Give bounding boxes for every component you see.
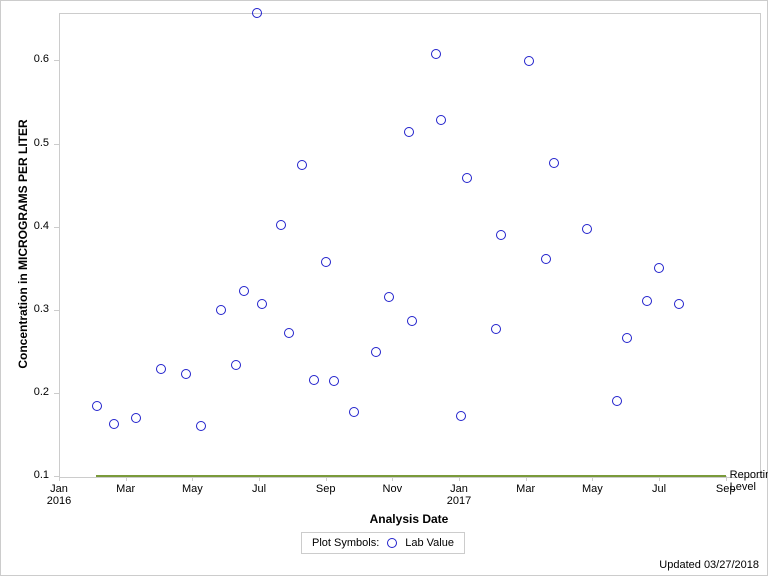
data-point <box>654 263 664 273</box>
chart-container: Concentration in MICROGRAMS PER LITER An… <box>0 0 768 576</box>
data-point <box>349 407 359 417</box>
y-tick-label: 0.5 <box>34 137 49 149</box>
y-tick-label: 0.3 <box>34 303 49 315</box>
data-point <box>431 49 441 59</box>
x-tick-mark <box>59 476 60 481</box>
y-tick-mark <box>54 144 59 145</box>
data-point <box>196 421 206 431</box>
x-tick-label: May <box>572 483 612 495</box>
updated-label: Updated 03/27/2018 <box>659 559 759 571</box>
y-tick-mark <box>54 227 59 228</box>
data-point <box>642 296 652 306</box>
y-tick-mark <box>54 310 59 311</box>
x-tick-label: Jul <box>639 483 679 495</box>
data-point <box>456 411 466 421</box>
data-point <box>321 257 331 267</box>
data-point <box>276 220 286 230</box>
data-point <box>407 316 417 326</box>
data-point <box>216 305 226 315</box>
legend-item-label: Lab Value <box>405 537 454 549</box>
data-point <box>257 299 267 309</box>
data-point <box>541 254 551 264</box>
x-axis-label: Analysis Date <box>59 512 759 526</box>
plot-area <box>59 13 761 478</box>
x-tick-mark <box>726 476 727 481</box>
data-point <box>231 360 241 370</box>
x-tick-label: Sep <box>306 483 346 495</box>
data-point <box>297 160 307 170</box>
y-tick-label: 0.2 <box>34 386 49 398</box>
data-point <box>612 396 622 406</box>
data-point <box>131 413 141 423</box>
y-tick-mark <box>54 60 59 61</box>
data-point <box>622 333 632 343</box>
data-point <box>436 115 446 125</box>
data-point <box>491 324 501 334</box>
x-tick-label: Jul <box>239 483 279 495</box>
x-tick-label: Jan2017 <box>439 483 479 507</box>
y-tick-label: 0.6 <box>34 53 49 65</box>
data-point <box>404 127 414 137</box>
data-point <box>109 419 119 429</box>
data-point <box>384 292 394 302</box>
y-axis-label: Concentration in MICROGRAMS PER LITER <box>16 114 30 374</box>
data-point <box>496 230 506 240</box>
data-point <box>239 286 249 296</box>
x-tick-label: Mar <box>106 483 146 495</box>
data-point <box>156 364 166 374</box>
data-point <box>549 158 559 168</box>
data-point <box>284 328 294 338</box>
x-tick-label: Nov <box>372 483 412 495</box>
data-point <box>371 347 381 357</box>
data-point <box>674 299 684 309</box>
legend: Plot Symbols: Lab Value <box>301 532 465 554</box>
data-point <box>329 376 339 386</box>
data-point <box>181 369 191 379</box>
reporting-level-label: Reporting Level <box>730 469 768 493</box>
x-tick-label: Jan2016 <box>39 483 79 507</box>
x-tick-label: May <box>172 483 212 495</box>
data-point <box>582 224 592 234</box>
y-tick-mark <box>54 393 59 394</box>
y-tick-label: 0.4 <box>34 220 49 232</box>
data-point <box>92 401 102 411</box>
legend-title: Plot Symbols: <box>312 537 379 549</box>
data-point <box>252 8 262 18</box>
x-tick-label: Mar <box>506 483 546 495</box>
data-point <box>462 173 472 183</box>
legend-marker-icon <box>387 538 397 548</box>
data-point <box>524 56 534 66</box>
reporting-level-line <box>96 475 726 477</box>
data-point <box>309 375 319 385</box>
y-tick-label: 0.1 <box>34 469 49 481</box>
